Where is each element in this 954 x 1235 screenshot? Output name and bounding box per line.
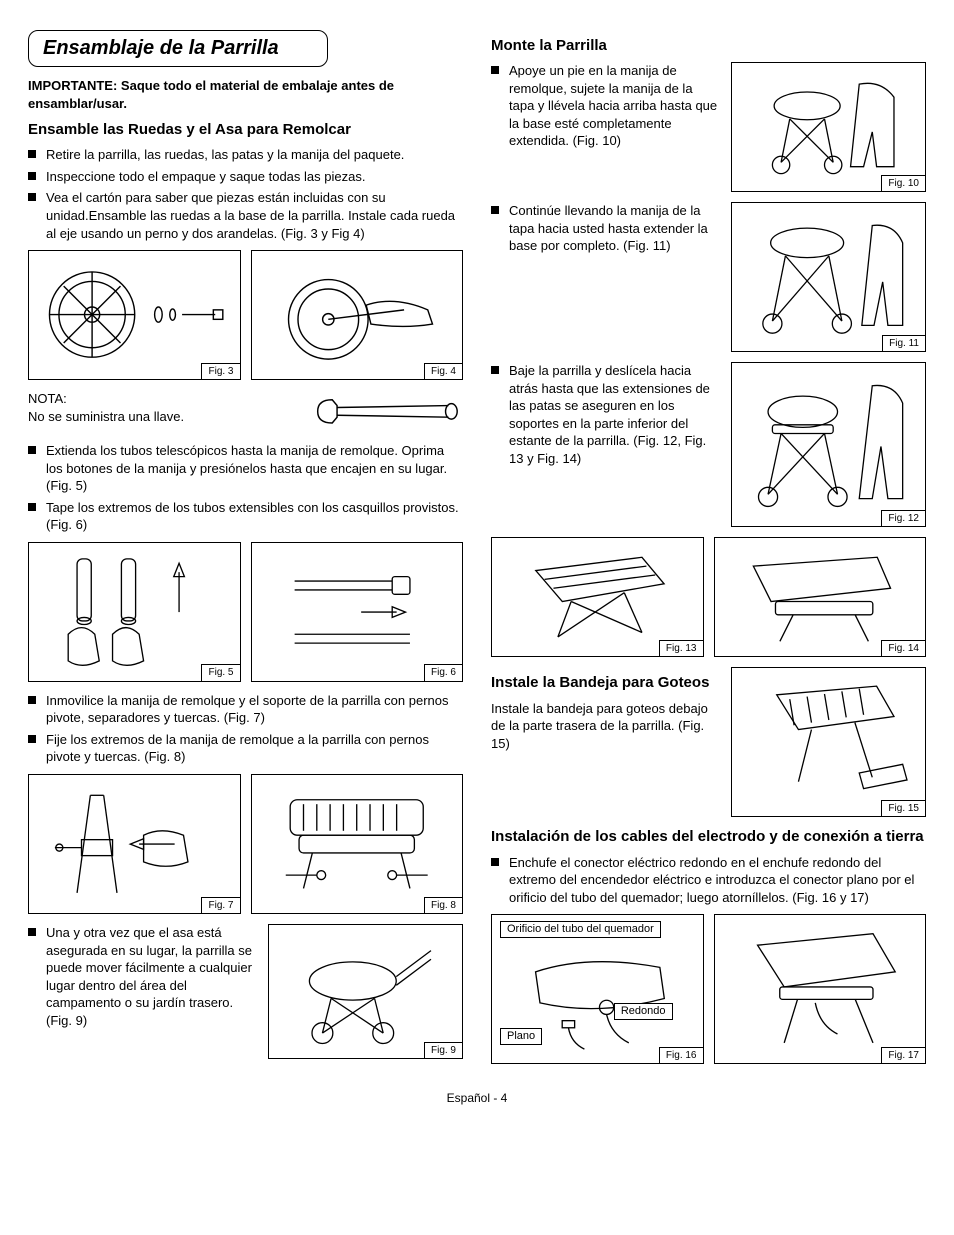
heading-driptray: Instale la Bandeja para Goteos [491,673,719,693]
figure-10: Fig. 10 [731,62,926,192]
list-item: Enchufe el conector eléctrico redondo en… [491,854,926,907]
figure-16: Orificio del tubo del quemador Redondo P… [491,914,704,1064]
list-item: Una y otra vez que el asa está asegurada… [28,924,256,1029]
list-item: Fije los extremos de la manija de remolq… [28,731,463,766]
right-column: Monte la Parrilla Apoye un pie en la man… [491,30,926,1074]
heading-cables: Instalación de los cables del electrodo … [491,827,926,847]
figure-label: Fig. 8 [424,897,462,914]
figure-9: Fig. 9 [268,924,463,1059]
figure-label: Fig. 11 [882,335,925,352]
bullet-list-3: Inmovilice la manija de remolque y el so… [28,692,463,766]
section-title: Ensamblaje de la Parrilla [43,37,279,59]
figure-6: Fig. 6 [251,542,464,682]
bullet-list-4: Una y otra vez que el asa está asegurada… [28,924,256,1033]
figure-8: Fig. 8 [251,774,464,914]
list-item: Continúe llevando la manija de la tapa h… [491,202,719,255]
list-item: Tape los extremos de los tubos extensibl… [28,499,463,534]
grill-underside-icon [503,544,692,650]
list-item: Vea el cartón para saber que piezas está… [28,189,463,242]
section-title-box: Ensamblaje de la Parrilla [28,30,328,67]
figure-14: Fig. 14 [714,537,927,657]
figure-label: Fig. 13 [659,640,703,657]
figure-3: Fig. 3 [28,250,241,380]
page-footer: Español - 4 [28,1090,926,1106]
figure-label: Fig. 5 [201,664,239,681]
important-note: IMPORTANTE: Saque todo el material de em… [28,77,463,112]
figure-15: Fig. 15 [731,667,926,817]
figure-label: Fig. 12 [881,510,925,527]
note-text: No se suministra una llave. [28,409,184,424]
bullet-cables: Enchufe el conector eléctrico redondo en… [491,854,926,907]
grill-rear-tray-icon [742,676,916,809]
figure-17: Fig. 17 [714,914,927,1064]
heading-wheels: Ensamble las Ruedas y el Asa para Remolc… [28,120,463,140]
figure-12: Fig. 12 [731,362,926,527]
callout-redondo: Redondo [614,1003,673,1020]
list-item: Inmovilice la manija de remolque y el so… [28,692,463,727]
grill-extend-icon [742,211,916,344]
figure-label: Fig. 14 [881,640,925,657]
driptray-text: Instale la bandeja para goteos debajo de… [491,700,719,753]
grill-cart-icon [279,932,453,1052]
frame-bolt-icon [40,782,229,906]
grill-rear-cable-icon [725,923,914,1056]
note-block: NOTA: No se suministra una llave. [28,390,296,425]
note-label: NOTA: [28,391,67,406]
bullet-list-1: Retire la parrilla, las ruedas, las pata… [28,146,463,242]
bullet-list-2: Extienda los tubos telescópicos hasta la… [28,442,463,534]
bullet-r3: Baje la parrilla y deslícela hacia atrás… [491,362,719,471]
grill-lower-icon [742,371,916,518]
grill-lift-icon [742,70,916,185]
figure-label: Fig. 7 [201,897,239,914]
bullet-r2: Continúe llevando la manija de la tapa h… [491,202,719,259]
callout-plano: Plano [500,1028,542,1045]
callout-orificio: Orificio del tubo del quemador [500,921,661,938]
list-item: Inspeccione todo el empaque y saque toda… [28,168,463,186]
figure-label: Fig. 3 [201,363,239,380]
figure-label: Fig. 10 [881,175,925,192]
list-item: Apoye un pie en la manija de remolque, s… [491,62,719,150]
figure-label: Fig. 9 [424,1042,462,1059]
wheel-icon [40,257,229,372]
figure-label: Fig. 6 [424,664,462,681]
tube-cap-icon [262,550,451,674]
grill-front-icon [262,782,451,906]
wheel-hand-icon [262,257,451,372]
figure-label: Fig. 4 [424,363,462,380]
figure-label: Fig. 15 [881,800,925,817]
list-item: Baje la parrilla y deslícela hacia atrás… [491,362,719,467]
list-item: Retire la parrilla, las ruedas, las pata… [28,146,463,164]
wrench-illustration [308,390,463,432]
figure-4: Fig. 4 [251,250,464,380]
figure-7: Fig. 7 [28,774,241,914]
figure-11: Fig. 11 [731,202,926,352]
bullet-r1: Apoye un pie en la manija de remolque, s… [491,62,719,154]
tubes-hand-icon [40,550,229,674]
heading-mount: Monte la Parrilla [491,36,926,56]
figure-label: Fig. 16 [659,1047,703,1064]
figure-label: Fig. 17 [881,1047,925,1064]
figure-5: Fig. 5 [28,542,241,682]
list-item: Extienda los tubos telescópicos hasta la… [28,442,463,495]
wrench-icon [308,392,463,431]
grill-side-icon [725,544,914,650]
figure-13: Fig. 13 [491,537,704,657]
left-column: Ensamblaje de la Parrilla IMPORTANTE: Sa… [28,30,463,1074]
